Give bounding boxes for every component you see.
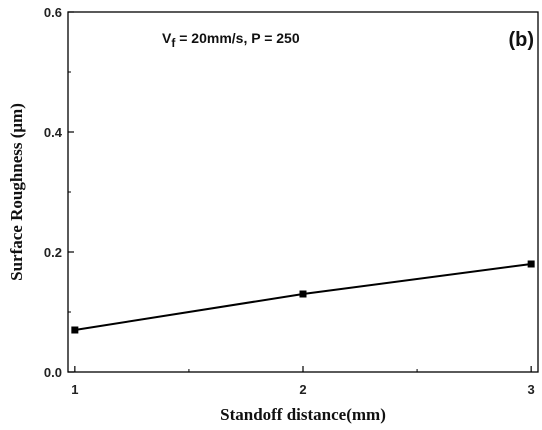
series-0-point-0	[71, 326, 79, 334]
annotation-subscript: f	[171, 36, 176, 50]
tick-labels: 0.0 0.2 0.4 0.6 1 2 3	[44, 5, 535, 397]
y-axis-title: Surface Roughness (μm)	[7, 103, 26, 281]
series-0-point-2	[527, 260, 535, 268]
condition-annotation: Vf = 20mm/s, P = 250	[162, 30, 300, 50]
plot-frame	[67, 11, 539, 373]
y-tick-label-0: 0.0	[44, 365, 62, 380]
annotation-rest: = 20mm/s, P = 250	[175, 30, 299, 46]
series-0-point-1	[299, 290, 307, 298]
y-tick-label-2: 0.4	[44, 125, 63, 140]
x-tick-label-2: 3	[528, 382, 535, 397]
x-tick-label-1: 2	[299, 382, 306, 397]
tick-marks	[68, 11, 532, 373]
panel-label: (b)	[508, 29, 534, 51]
x-tick-label-0: 1	[71, 382, 78, 397]
y-tick-label-1: 0.2	[44, 245, 62, 260]
series-layer	[71, 260, 535, 334]
x-axis-title: Standoff distance(mm)	[220, 405, 386, 424]
annotation-main: V	[162, 30, 172, 46]
y-tick-label-3: 0.6	[44, 5, 62, 20]
